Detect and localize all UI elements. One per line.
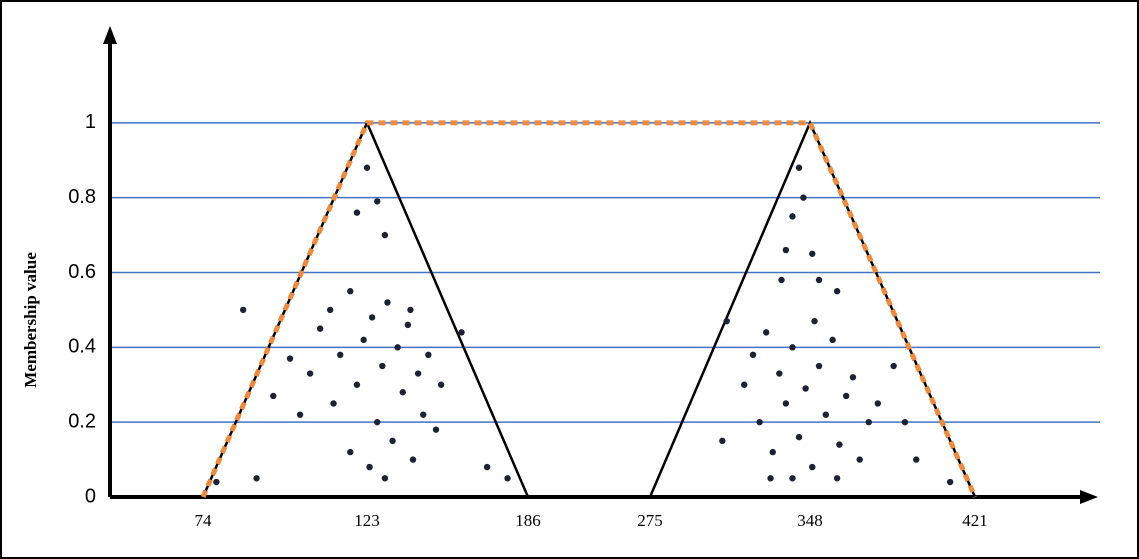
data-point bbox=[414, 370, 422, 377]
data-point bbox=[425, 351, 432, 359]
data-point bbox=[366, 463, 373, 471]
data-point bbox=[239, 306, 247, 314]
y-tick-label: 0.2 bbox=[68, 410, 96, 432]
triangle-line bbox=[648, 119, 977, 498]
data-point bbox=[306, 370, 314, 377]
y-axis-arrow bbox=[103, 26, 117, 44]
x-tick-label: 123 bbox=[354, 511, 380, 530]
data-point bbox=[913, 456, 920, 463]
data-point bbox=[360, 336, 367, 344]
data-point bbox=[407, 306, 414, 314]
data-point bbox=[865, 418, 872, 426]
data-point bbox=[286, 355, 294, 362]
data-point bbox=[389, 437, 396, 445]
x-tick-label: 74 bbox=[195, 511, 213, 530]
data-point bbox=[253, 475, 260, 482]
data-point bbox=[767, 475, 774, 482]
data-point bbox=[809, 463, 816, 471]
data-point bbox=[381, 475, 389, 482]
data-point bbox=[762, 329, 770, 336]
data-point bbox=[782, 246, 790, 254]
data-point bbox=[399, 389, 406, 396]
data-point bbox=[409, 456, 417, 463]
data-point bbox=[353, 209, 361, 216]
data-point bbox=[213, 478, 220, 486]
data-point bbox=[833, 288, 841, 295]
data-point bbox=[458, 329, 465, 336]
y-tick-label: 0.8 bbox=[68, 186, 96, 208]
data-point bbox=[836, 441, 843, 448]
data-point bbox=[901, 418, 909, 426]
data-point bbox=[270, 392, 277, 400]
data-point bbox=[296, 411, 304, 418]
data-point bbox=[802, 385, 809, 392]
x-tick-label: 421 bbox=[962, 511, 988, 530]
data-point bbox=[822, 411, 830, 418]
data-point bbox=[778, 276, 785, 284]
x-tick-label: 186 bbox=[515, 511, 541, 530]
data-point bbox=[842, 392, 850, 400]
data-point bbox=[811, 317, 818, 325]
data-point bbox=[833, 475, 841, 482]
data-point bbox=[795, 433, 803, 441]
x-axis-arrow bbox=[1080, 490, 1098, 504]
data-point bbox=[404, 321, 412, 329]
data-point bbox=[363, 164, 371, 171]
y-tick-label: 1 bbox=[85, 111, 96, 133]
x-tick-label: 348 bbox=[797, 511, 823, 530]
data-point bbox=[381, 231, 389, 239]
data-point bbox=[749, 351, 757, 359]
data-point bbox=[353, 381, 361, 388]
data-point bbox=[776, 370, 783, 377]
y-tick-label: 0 bbox=[85, 485, 96, 507]
data-point bbox=[756, 418, 763, 426]
data-point bbox=[815, 276, 823, 284]
data-point bbox=[420, 411, 427, 418]
data-point bbox=[483, 463, 491, 471]
data-point bbox=[890, 362, 897, 370]
data-point bbox=[829, 336, 836, 344]
data-point bbox=[374, 418, 381, 426]
data-point bbox=[347, 288, 354, 295]
data-point bbox=[874, 400, 882, 407]
data-point bbox=[326, 306, 334, 314]
data-point bbox=[782, 400, 790, 407]
data-point bbox=[330, 400, 337, 407]
data-point bbox=[789, 213, 796, 220]
data-point bbox=[432, 426, 440, 433]
data-point bbox=[815, 362, 823, 370]
data-point bbox=[379, 362, 386, 370]
data-point bbox=[368, 314, 376, 321]
data-point bbox=[337, 351, 344, 359]
data-point bbox=[741, 381, 748, 388]
data-point bbox=[504, 475, 511, 482]
data-point bbox=[316, 325, 324, 332]
data-point bbox=[789, 344, 796, 351]
y-tick-label: 0.6 bbox=[68, 261, 96, 283]
data-point bbox=[374, 198, 381, 205]
data-point bbox=[769, 448, 776, 456]
data-point bbox=[437, 381, 445, 388]
trapezoid-line bbox=[200, 120, 978, 499]
data-point bbox=[789, 475, 796, 482]
data-point bbox=[856, 456, 863, 463]
data-point bbox=[719, 437, 726, 445]
data-point bbox=[384, 299, 391, 306]
data-point bbox=[394, 344, 401, 351]
data-point bbox=[849, 374, 857, 381]
y-axis-label: Membership value bbox=[21, 252, 40, 388]
data-point bbox=[723, 317, 730, 325]
data-point bbox=[946, 478, 954, 486]
x-tick-label: 275 bbox=[637, 511, 663, 530]
data-point bbox=[347, 448, 354, 456]
data-point bbox=[795, 164, 803, 171]
y-tick-label: 0.4 bbox=[68, 336, 96, 358]
data-point bbox=[800, 194, 807, 201]
data-point bbox=[809, 250, 816, 257]
